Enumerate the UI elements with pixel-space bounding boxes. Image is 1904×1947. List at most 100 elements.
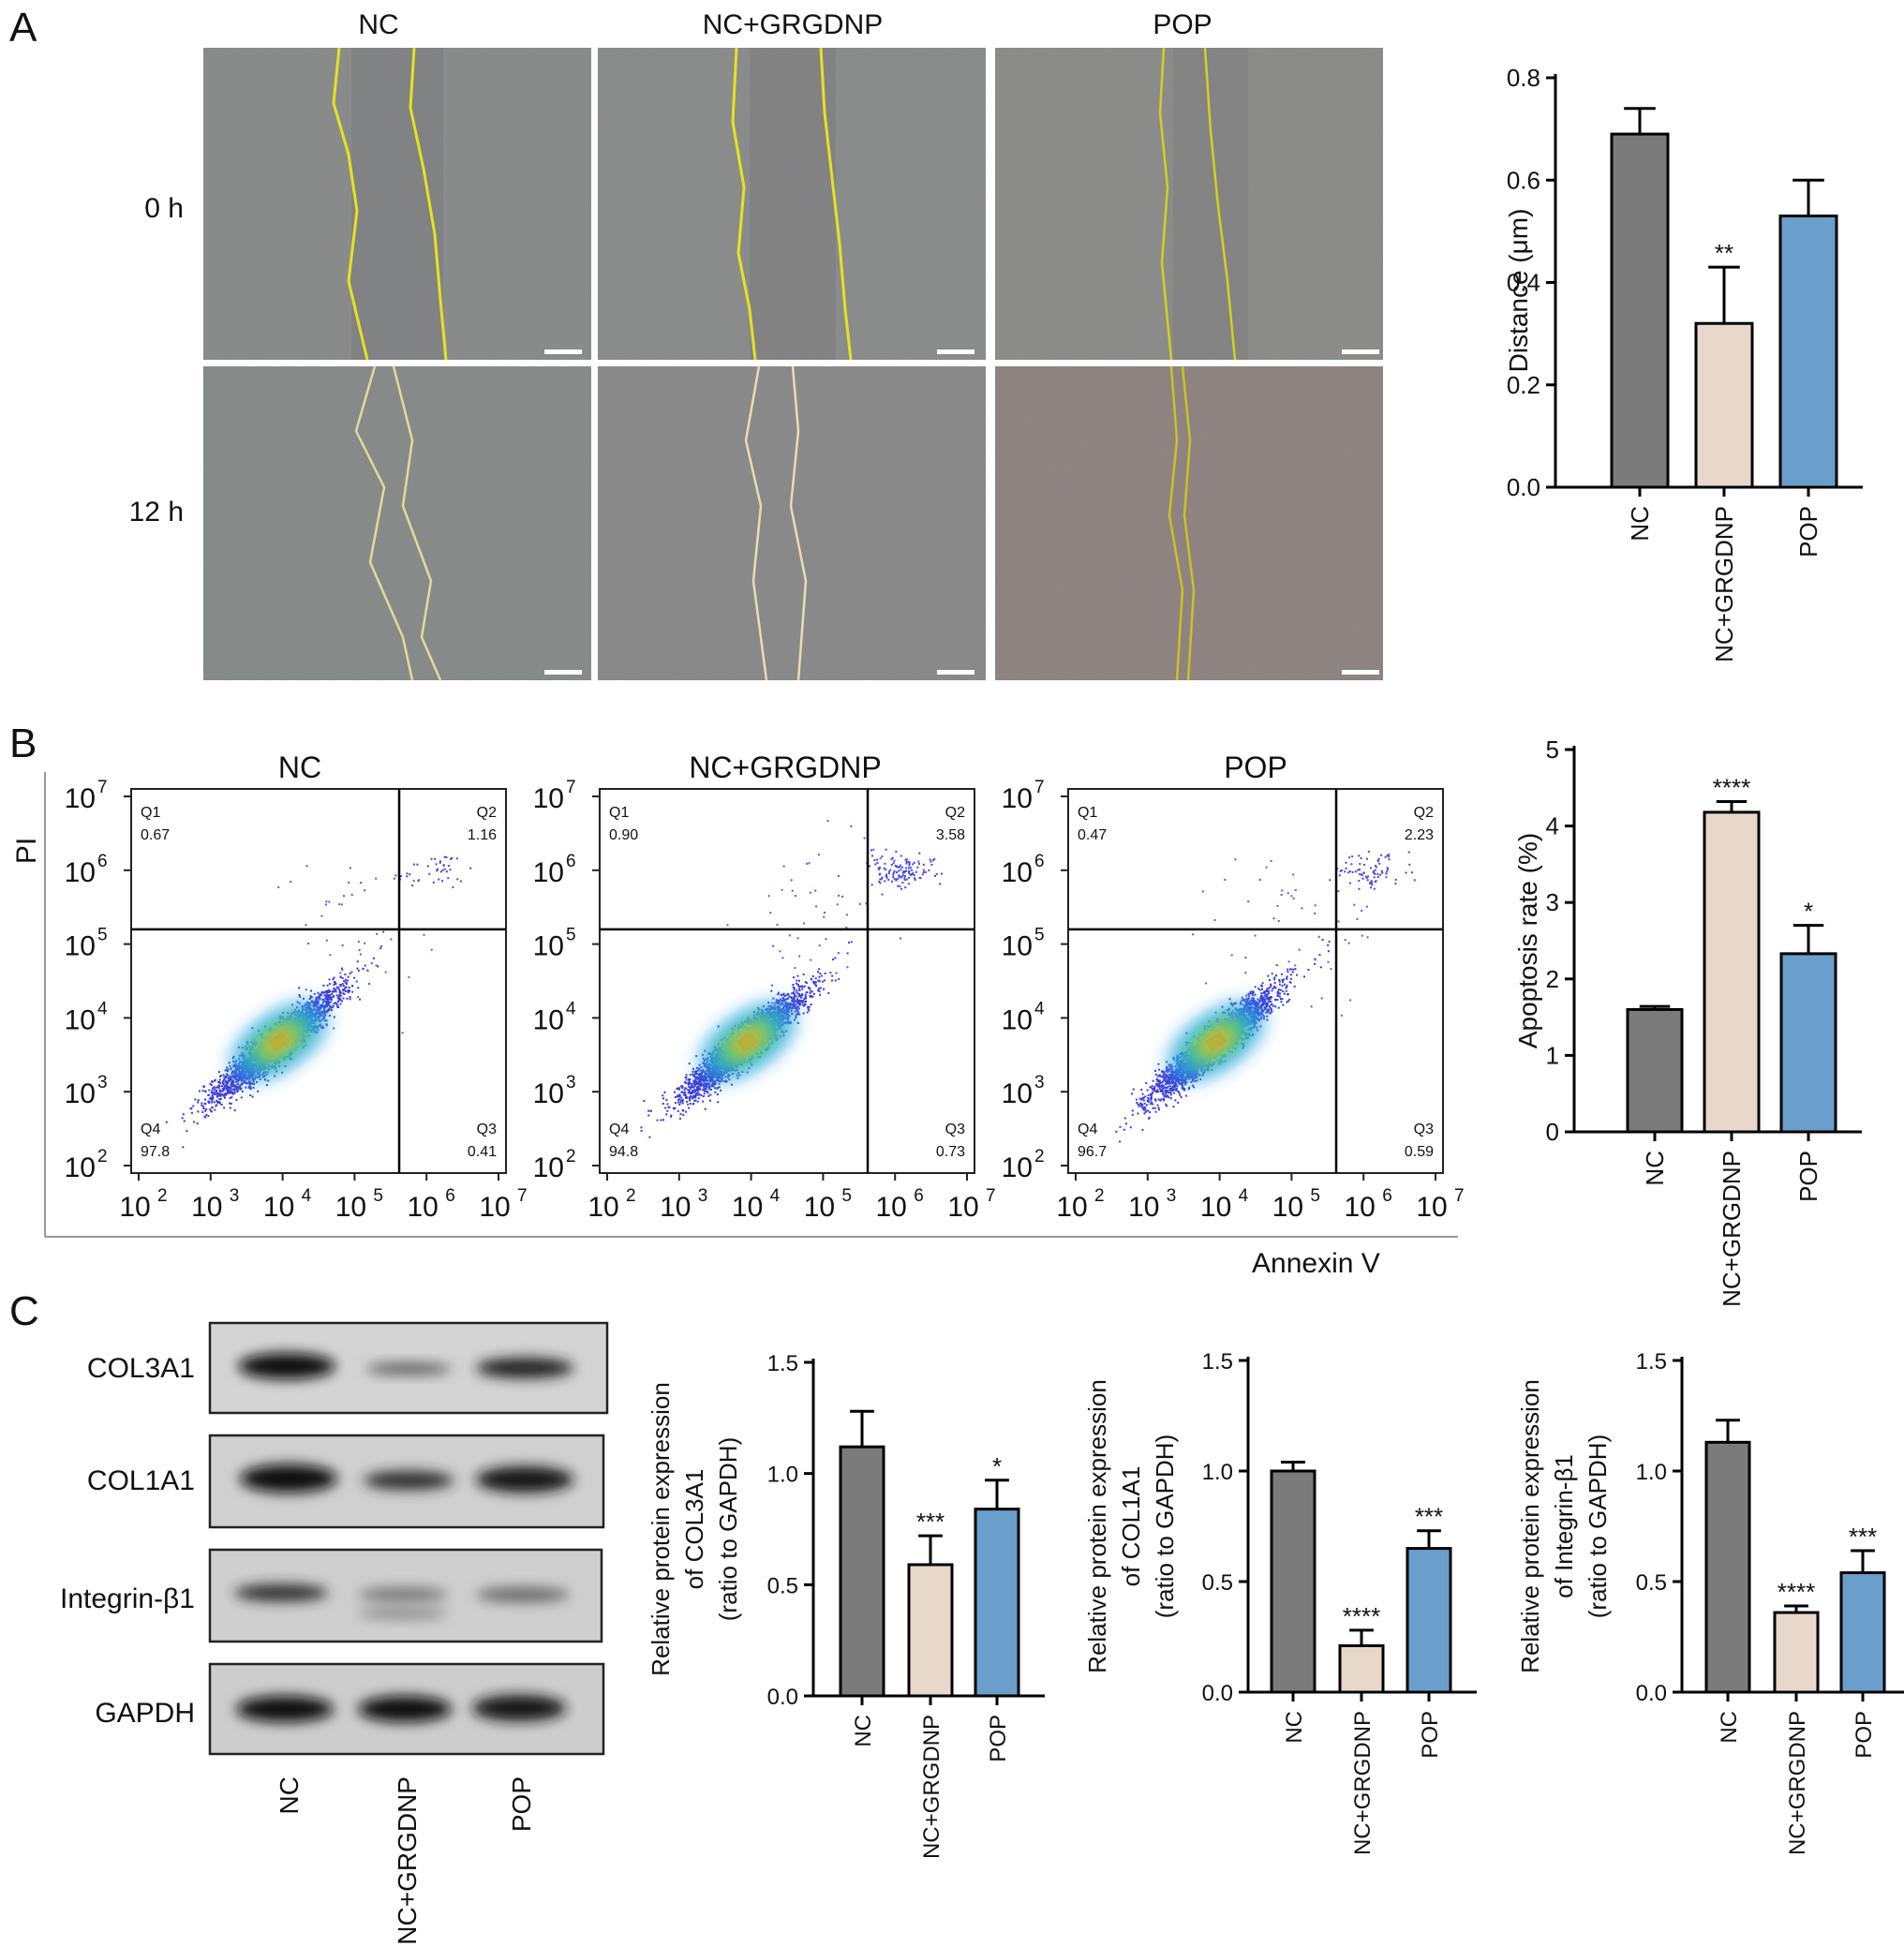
scratch-assay-grid: NC NC+GRGDNP POP 0 h 12 h [129, 9, 1383, 681]
x-tick-label: 10 [588, 1192, 618, 1223]
y-tick-label: 0.2 [1507, 371, 1540, 399]
category-label: NC+GRGDNP [1785, 1711, 1810, 1855]
y-tick-label: 1.0 [767, 1463, 798, 1488]
y-tick-label: 1.0 [1202, 1460, 1233, 1485]
blot-col1a1 [208, 1434, 605, 1529]
significance-mark: * [992, 1452, 1002, 1480]
y-tick-label: 10 [533, 857, 564, 888]
quadrant-name: Q4 [1078, 1122, 1097, 1137]
x-tick-label: 10 [479, 1192, 510, 1223]
y-tick-label: 0.0 [1507, 473, 1540, 501]
x-tick-exponent: 3 [230, 1186, 240, 1206]
y-axis-label: (ratio to GAPDH) [714, 1437, 742, 1622]
y-tick-label: 0.0 [767, 1685, 798, 1710]
category-label: POP [986, 1715, 1011, 1762]
y-tick-label: 0 [1546, 1118, 1559, 1146]
y-tick-label: 10 [65, 783, 96, 814]
blot-col3a1 [208, 1321, 609, 1415]
y-tick-label: 10 [65, 1078, 96, 1109]
y-axis-label: (ratio to GAPDH) [1584, 1434, 1612, 1619]
y-tick-label: 4 [1546, 812, 1559, 840]
y-tick-label: 10 [533, 1078, 564, 1109]
lane-label-nc: NC [275, 1776, 304, 1814]
y-tick-label: 10 [65, 1152, 96, 1183]
x-tick-label: 10 [263, 1192, 294, 1223]
y-tick-label: 10 [65, 857, 96, 888]
y-tick-label: 0.5 [1636, 1570, 1667, 1596]
y-tick-exponent: 3 [97, 1073, 108, 1092]
significance-mark: * [1804, 898, 1813, 926]
x-tick-label: 10 [408, 1192, 439, 1223]
protein-label-gapdh: GAPDH [95, 1698, 195, 1729]
significance-mark: **** [1778, 1578, 1815, 1606]
y-tick-label: 10 [1002, 857, 1033, 888]
y-axis-label: of COL3A1 [680, 1469, 708, 1590]
category-label: POP [1794, 506, 1822, 557]
y-tick-label: 1.5 [1636, 1349, 1667, 1375]
x-tick-exponent: 2 [1094, 1186, 1105, 1206]
y-tick-exponent: 6 [566, 852, 576, 871]
bar [1270, 1469, 1316, 1694]
lane-label-grgdnp: NC+GRGDNP [393, 1776, 422, 1945]
bar [907, 1563, 954, 1698]
y-tick-exponent: 2 [97, 1147, 108, 1167]
category-label: NC+GRGDNP [1710, 506, 1738, 662]
x-tick-label: 10 [335, 1192, 366, 1223]
micrograph-pop-12h [995, 365, 1383, 681]
category-label: POP [1418, 1711, 1443, 1759]
quadrant-percent: 94.8 [609, 1144, 638, 1160]
x-tick-exponent: 5 [1310, 1186, 1320, 1206]
y-tick-label: 5 [1546, 736, 1559, 764]
bar [839, 1445, 885, 1698]
y-axis-label: (ratio to GAPDH) [1151, 1434, 1179, 1619]
plot-frame [599, 788, 975, 1174]
x-tick-exponent: 2 [626, 1186, 636, 1206]
y-tick-label: 0.8 [1507, 64, 1540, 92]
significance-mark: **** [1343, 1602, 1380, 1630]
quadrant-name: Q3 [1414, 1122, 1434, 1137]
x-tick-exponent: 7 [1454, 1186, 1465, 1206]
micrograph-pop-0h [995, 47, 1383, 361]
flow-title: NC+GRGDNP [689, 751, 881, 784]
y-tick-exponent: 4 [97, 999, 108, 1018]
quadrant-name: Q4 [609, 1122, 629, 1137]
x-tick-label: 10 [947, 1192, 978, 1223]
x-tick-exponent: 5 [373, 1186, 383, 1206]
scale-bar [544, 349, 582, 354]
y-tick-label: 0.4 [1507, 269, 1540, 297]
y-tick-label: 1 [1546, 1041, 1559, 1069]
quadrant-percent: 2.23 [1405, 827, 1434, 843]
y-tick-label: 1.0 [1636, 1460, 1667, 1485]
category-label: NC [1641, 1151, 1669, 1186]
x-axis-label-annexin: Annexin V [1252, 1248, 1380, 1279]
bar [1778, 214, 1838, 489]
x-tick-exponent: 4 [770, 1186, 781, 1206]
y-tick-label: 0.6 [1507, 166, 1540, 194]
y-axis-label: Relative protein expression [647, 1382, 675, 1676]
y-tick-exponent: 6 [1034, 852, 1045, 871]
y-tick-label: 10 [65, 1004, 96, 1035]
bar [1610, 132, 1670, 489]
x-tick-exponent: 7 [986, 1186, 996, 1206]
x-tick-label: 10 [1345, 1192, 1376, 1223]
y-tick-label: 1.5 [1202, 1349, 1233, 1375]
y-tick-exponent: 2 [566, 1147, 576, 1167]
x-tick-label: 10 [1416, 1192, 1447, 1223]
density-core [742, 1036, 753, 1047]
y-tick-label: 10 [1002, 931, 1033, 962]
quadrant-percent: 3.58 [936, 827, 965, 843]
x-tick-label: 10 [660, 1192, 691, 1223]
significance-mark: **** [1713, 773, 1750, 801]
y-axis-label: of Integrin-β1 [1550, 1454, 1578, 1598]
plot-frame [130, 788, 507, 1174]
micrograph-nc-0h [203, 47, 591, 361]
y-tick-label: 10 [533, 1152, 564, 1183]
y-tick-label: 0.5 [1202, 1570, 1233, 1596]
scale-bar [1342, 670, 1379, 675]
flow-title: POP [1224, 751, 1287, 784]
quadrant-name: Q2 [1414, 805, 1434, 821]
category-label: NC [1282, 1711, 1307, 1744]
x-tick-exponent: 7 [517, 1186, 528, 1206]
x-tick-label: 10 [1272, 1192, 1303, 1223]
